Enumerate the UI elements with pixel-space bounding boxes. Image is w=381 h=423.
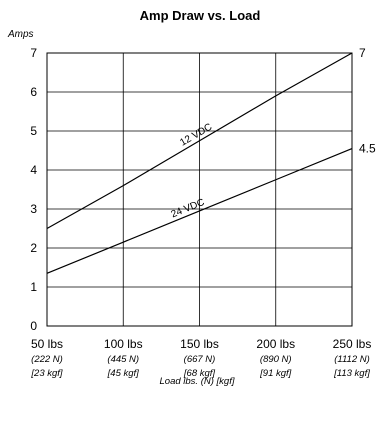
y-tick-label: 3: [30, 202, 37, 216]
chart-title: Amp Draw vs. Load: [140, 8, 261, 23]
x-tick-label: 250 lbs: [333, 337, 372, 351]
x-tick-label: 200 lbs: [256, 337, 295, 351]
y-axis-label: Amps: [7, 29, 34, 40]
plot-frame: [46, 52, 353, 327]
y-tick-label: 6: [30, 85, 37, 99]
y-tick-label: 4: [30, 163, 37, 177]
x-tick-newton-label: (890 N): [260, 354, 292, 365]
x-tick-label: 100 lbs: [104, 337, 143, 351]
series-line-12vdc: [46, 52, 353, 230]
series-label: 24 VDC: [170, 197, 207, 220]
y-tick-label: 0: [30, 319, 37, 333]
series-end-label: 4.5: [359, 142, 376, 156]
x-tick-kgf-label: [68 kgf]: [183, 368, 216, 379]
x-tick-kgf-label: [23 kgf]: [30, 368, 63, 379]
y-tick-label: 7: [30, 46, 37, 60]
x-tick-label: 150 lbs: [180, 337, 219, 351]
y-tick-label: 5: [30, 124, 37, 138]
x-tick-label: 50 lbs: [31, 337, 63, 351]
x-tick-kgf-label: [91 kgf]: [259, 368, 292, 379]
x-tick-newton-label: (222 N): [31, 354, 63, 365]
x-tick-kgf-label: [113 kgf]: [333, 368, 370, 379]
series-line-24vdc: [46, 147, 353, 274]
series-end-label: 7: [359, 46, 366, 60]
y-tick-label: 2: [30, 241, 37, 255]
x-tick-kgf-label: [45 kgf]: [107, 368, 140, 379]
tick-layer: 0 1 2 3 4 5 6 7 50 lbs (222 N) [23 kgf] 100 lbs (445…: [30, 46, 371, 379]
x-tick-newton-label: (445 N): [107, 354, 139, 365]
y-tick-label: 1: [30, 280, 37, 294]
x-tick-newton-label: (667 N): [184, 354, 216, 365]
x-axis-label: Load lbs. (N) [kgf]: [160, 376, 235, 387]
x-tick-newton-label: (1112 N): [334, 354, 370, 365]
grid-layer: [46, 52, 353, 327]
